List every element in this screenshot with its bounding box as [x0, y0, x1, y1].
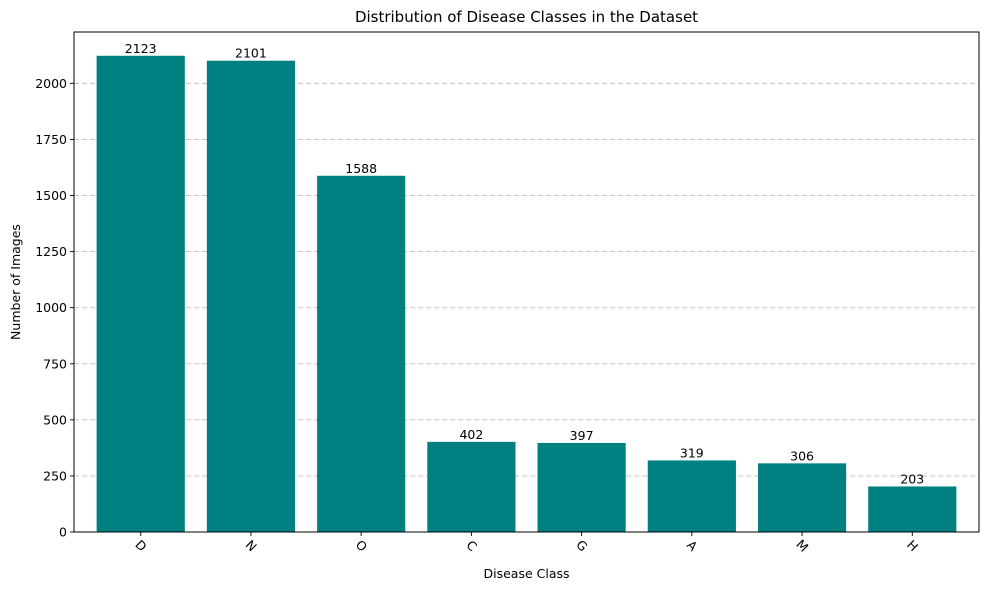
bar-A [647, 460, 736, 532]
x-tick-label-M: M [793, 537, 811, 555]
bar-value-label-D: 2123 [125, 41, 157, 56]
bar-value-label-G: 397 [570, 428, 594, 443]
x-tick-label-N: N [243, 537, 260, 554]
bar-value-label-M: 306 [790, 448, 814, 463]
bar-value-label-O: 1588 [345, 161, 377, 176]
bar-value-labels: 2123 2101 1588 402 397 319 306 203 [125, 41, 924, 487]
y-axis-label: Number of Images [8, 224, 23, 340]
bar-M [757, 463, 847, 532]
x-tick-label-H: H [904, 537, 921, 554]
y-tick-label: 2000 [35, 76, 67, 91]
y-tick-label: 1500 [35, 188, 67, 203]
x-tick-label-D: D [132, 537, 149, 554]
bar-value-label-C: 402 [459, 427, 483, 442]
x-axis-label: Disease Class [483, 566, 569, 581]
bar-C [427, 441, 516, 532]
bar-value-label-H: 203 [900, 471, 924, 486]
y-tick-label: 1250 [35, 244, 67, 259]
bar-O [317, 175, 406, 533]
x-tick-label-C: C [463, 537, 480, 554]
bar-H [868, 486, 957, 532]
bar-D [96, 55, 185, 533]
chart-title: Distribution of Disease Classes in the D… [355, 8, 698, 26]
bar-value-label-N: 2101 [235, 46, 267, 61]
bar-N [206, 60, 296, 532]
y-tick-label: 0 [59, 525, 67, 540]
y-tick-label: 1000 [35, 300, 67, 315]
plot-area-frame [73, 31, 980, 533]
y-axis-ticks: 0 250 500 750 1000 1250 1500 1750 2000 [35, 76, 74, 540]
x-tick-label-A: A [684, 537, 701, 554]
bars [96, 55, 957, 533]
bar-value-label-A: 319 [680, 445, 704, 460]
x-tick-label-G: G [573, 537, 590, 554]
x-tick-label-O: O [353, 537, 371, 555]
y-tick-label: 500 [43, 412, 67, 427]
y-tick-label: 1750 [35, 132, 67, 147]
bar-G [537, 442, 626, 532]
y-tick-label: 750 [43, 356, 67, 371]
y-tick-label: 250 [43, 468, 67, 483]
